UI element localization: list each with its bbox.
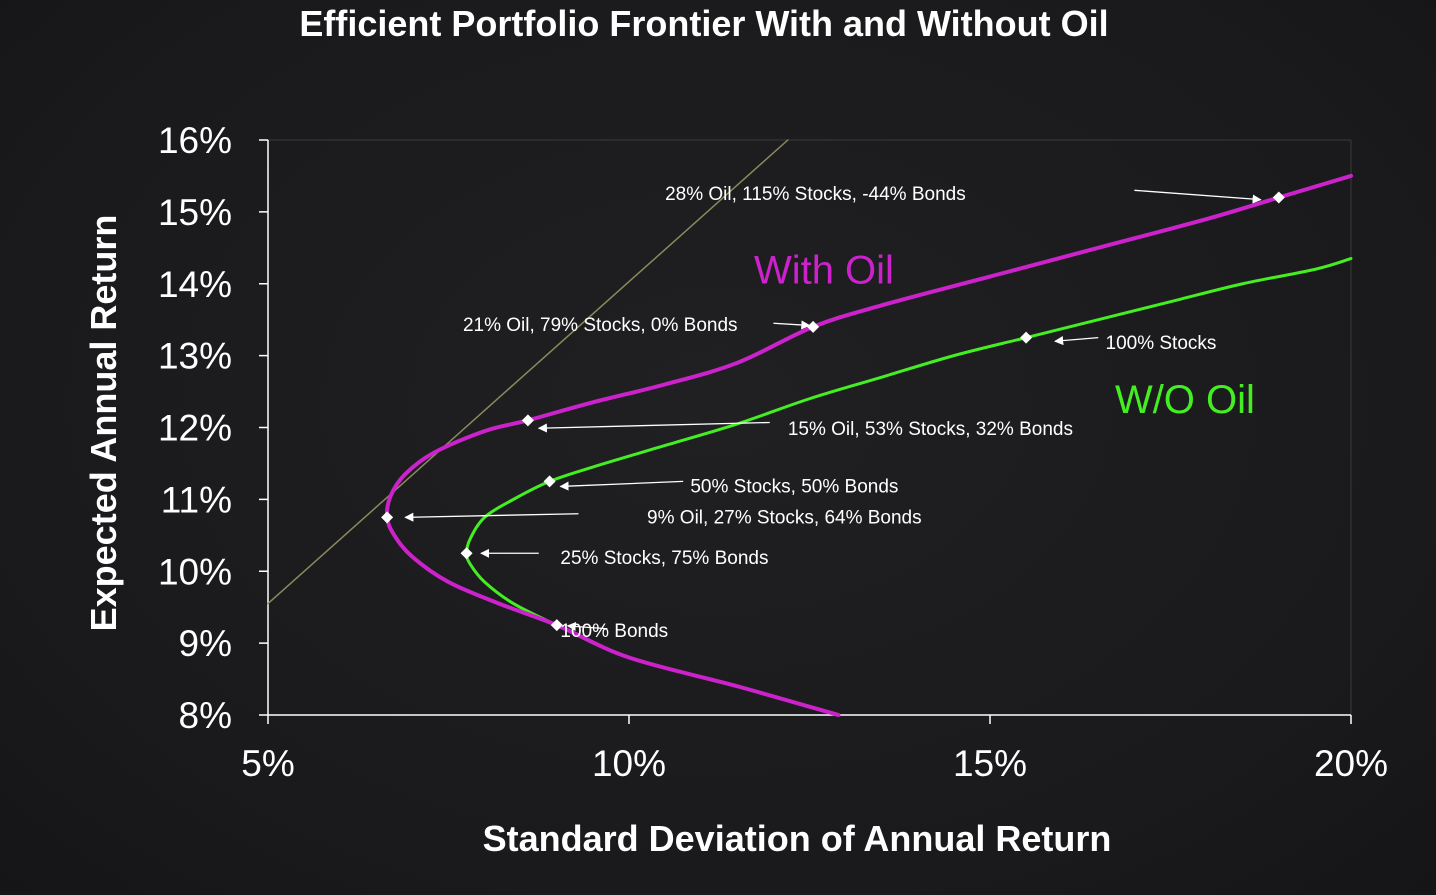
y-tick-label: 11%	[161, 479, 232, 520]
data-point-marker	[543, 475, 556, 488]
series-label-w-o-oil: W/O Oil	[1115, 378, 1255, 422]
y-tick-label: 14%	[158, 264, 232, 305]
x-tick-label: 5%	[241, 743, 294, 784]
data-point-marker	[381, 511, 394, 524]
tangent-line	[267, 139, 789, 605]
data-point-marker	[550, 619, 563, 632]
x-tick-label: 10%	[592, 743, 666, 784]
x-axis-title: Standard Deviation of Annual Return	[483, 818, 1112, 859]
y-tick-label: 10%	[158, 551, 232, 592]
annotation-arrow	[537, 421, 770, 433]
series-label-with-oil: With Oil	[754, 248, 894, 292]
y-axis-title: Expected Annual Return	[83, 215, 124, 632]
data-point-marker	[1020, 331, 1033, 344]
chart-title: Efficient Portfolio Frontier With and Wi…	[299, 3, 1108, 44]
y-tick-label: 8%	[179, 695, 232, 736]
x-tick-label: 15%	[953, 743, 1027, 784]
data-point-marker	[1272, 191, 1285, 204]
annotation-label: 100% Bonds	[560, 621, 668, 642]
data-point-marker	[521, 414, 534, 427]
annotation-label: 28% Oil, 115% Stocks, -44% Bonds	[665, 184, 966, 205]
annotation-arrow	[773, 320, 811, 330]
data-point-marker	[460, 547, 473, 560]
y-tick-label: 15%	[158, 192, 232, 233]
annotation-layer: 28% Oil, 115% Stocks, -44% Bonds 21% Oil,…	[404, 184, 1262, 642]
data-point-marker	[807, 320, 820, 333]
annotation-label: 100% Stocks	[1106, 333, 1217, 354]
series-line-with-oil	[384, 173, 1353, 717]
annotation-arrow	[566, 621, 608, 632]
annotation-label: 50% Stocks, 50% Bonds	[690, 477, 898, 498]
y-tick-label: 13%	[158, 336, 232, 377]
annotation-label: 21% Oil, 79% Stocks, 0% Bonds	[463, 315, 738, 336]
annotation-label: 9% Oil, 27% Stocks, 64% Bonds	[647, 508, 922, 529]
marker-layer	[381, 191, 1285, 632]
annotation-arrow	[1134, 189, 1262, 204]
y-tick-label: 16%	[158, 120, 232, 161]
annotation-label: 15% Oil, 53% Stocks, 32% Bonds	[788, 419, 1073, 440]
axes: 8% 9% 10% 11% 12% 13% 14% 15% 16% 5% 10% 15% 20%	[158, 120, 1388, 784]
annotation-arrow	[404, 512, 579, 522]
annotation-arrow	[559, 480, 684, 491]
annotation-arrow	[1054, 336, 1099, 346]
y-tick-label: 12%	[158, 408, 232, 449]
series-layer: W/O Oil With Oil	[267, 139, 1353, 717]
x-tick-label: 20%	[1314, 743, 1388, 784]
annotation-label: 25% Stocks, 75% Bonds	[560, 548, 768, 569]
y-tick-label: 9%	[179, 623, 232, 664]
